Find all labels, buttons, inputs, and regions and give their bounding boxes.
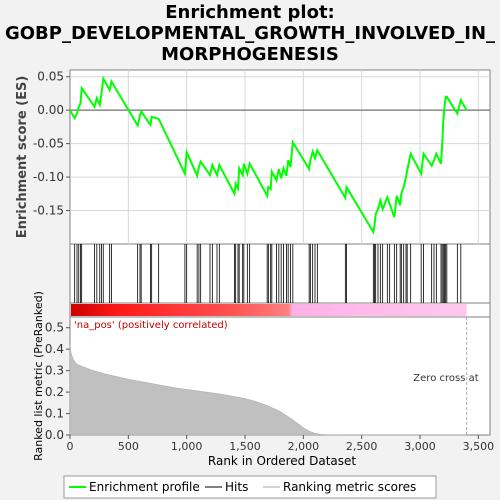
title-line-2: GOBP_DEVELOPMENTAL_GROWTH_INVOLVED_IN_ — [4, 23, 496, 44]
es-y-tick-label: -0.15 — [33, 204, 64, 218]
x-tick-label: 2,000 — [288, 440, 320, 453]
legend-box — [63, 475, 437, 499]
rank-y-axis-label: Ranked list metric (PreRanked) — [32, 291, 45, 461]
x-tick-label: 1,500 — [229, 440, 261, 453]
rank-color-band — [71, 304, 467, 316]
zero-cross-label: Zero cross at — [413, 373, 478, 384]
x-tick-label: 3,000 — [404, 440, 436, 453]
es-y-axis-label: Enrichment score (ES) — [15, 76, 30, 239]
es-y-tick-label: 0.00 — [37, 103, 64, 117]
x-tick-label: 1,000 — [171, 440, 203, 453]
hits-panel — [69, 243, 491, 304]
es-y-tick-label: -0.10 — [33, 170, 64, 184]
x-tick-label: 0 — [67, 440, 74, 453]
rank-y-tick-label: 0.2 — [45, 385, 64, 399]
rank-y-tick-label: 0.5 — [45, 321, 64, 335]
rank-y-tick-label: 0.4 — [45, 342, 64, 356]
ranking-metric-area — [69, 344, 467, 436]
legend-label-hits: Hits — [225, 480, 248, 494]
title-line-1: Enrichment plot: — [165, 2, 335, 23]
es-y-tick-label: 0.05 — [37, 70, 64, 84]
x-tick-label: 500 — [118, 440, 139, 453]
rank-y-tick-label: 0.3 — [45, 364, 64, 378]
title-line-3: MORPHOGENESIS — [161, 44, 339, 65]
enrichment-profile-line — [69, 75, 468, 235]
es-y-tick-label: -0.05 — [33, 137, 64, 151]
x-axis-label: Rank in Ordered Dataset — [208, 454, 356, 468]
legend-label-enrichment: Enrichment profile — [89, 480, 200, 494]
x-tick-label: 3,500 — [463, 440, 495, 453]
rank-y-tick-label: 0.0 — [45, 428, 64, 442]
rank-y-tick-label: 0.1 — [45, 407, 64, 421]
es-panel — [69, 69, 491, 245]
x-tick-label: 2,500 — [346, 440, 378, 453]
legend-label-ranking: Ranking metric scores — [283, 480, 416, 494]
positive-correlation-label: 'na_pos' (positively correlated) — [74, 320, 228, 331]
